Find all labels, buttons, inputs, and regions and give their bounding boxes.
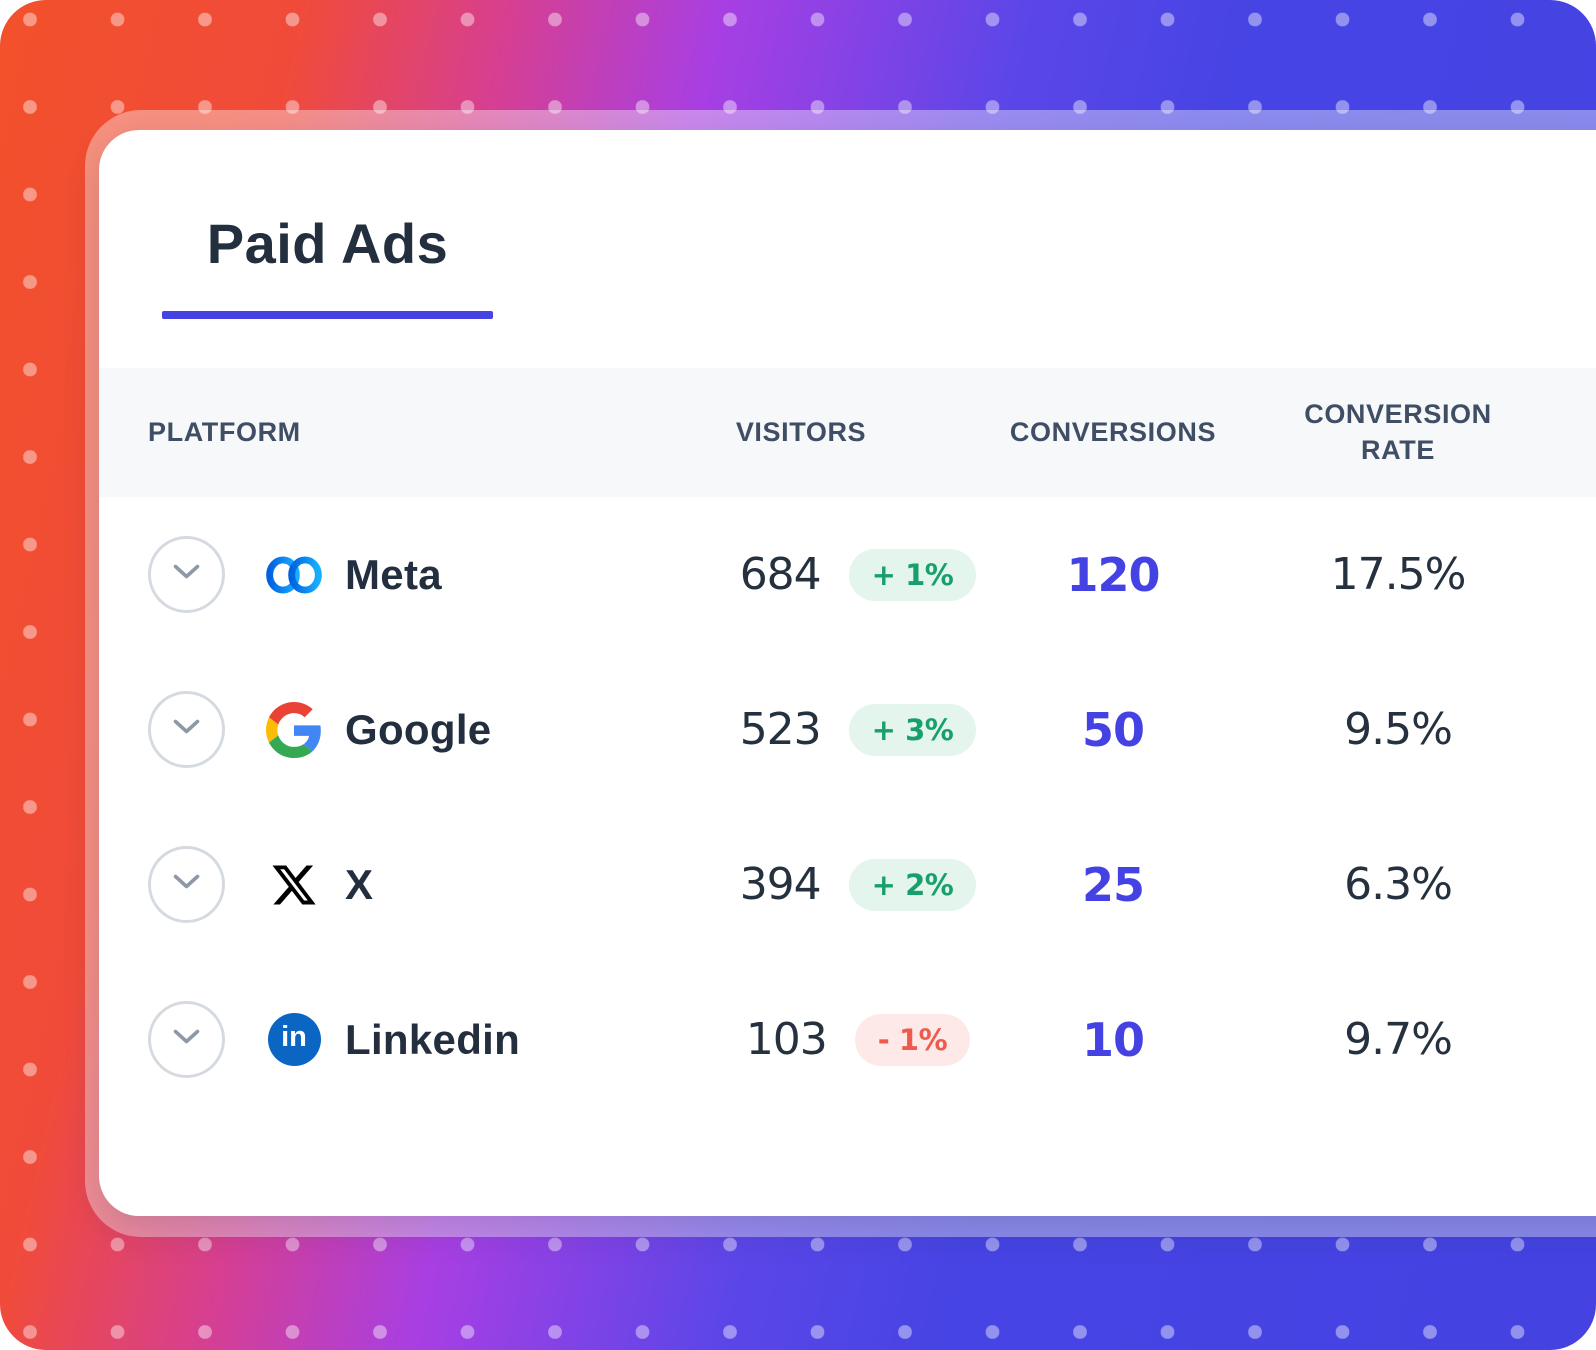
table-row: Meta 684 + 1% 120 17.5% <box>99 497 1596 652</box>
conversions-value: 120 <box>1066 547 1160 602</box>
chevron-down-icon <box>173 874 200 895</box>
expand-row-button[interactable] <box>148 846 225 923</box>
conversion-rate-value: 9.5% <box>1344 704 1453 755</box>
conversions-value: 10 <box>1081 1012 1145 1067</box>
chevron-down-icon <box>173 1029 200 1050</box>
column-header-platform: PLATFORM <box>148 416 301 447</box>
chevron-down-icon <box>173 564 200 585</box>
platform-cell: Meta <box>148 536 718 613</box>
expand-row-button[interactable] <box>148 691 225 768</box>
visitors-cell: 394 + 2% <box>718 858 998 911</box>
table-header-row: PLATFORM VISITORS CONVERSIONS CONVERSION… <box>99 368 1596 497</box>
visitors-cell: 523 + 3% <box>718 703 998 756</box>
table-row: in Linkedin 103 - 1% 10 9.7% <box>99 962 1596 1117</box>
linkedin-logo-icon: in <box>265 1011 323 1069</box>
conversions-value: 50 <box>1081 702 1145 757</box>
column-header-visitors: VISITORS <box>735 416 867 447</box>
expand-row-button[interactable] <box>148 536 225 613</box>
column-header-conversion-rate: CONVERSION RATE <box>1304 398 1492 465</box>
change-badge: + 2% <box>848 858 977 911</box>
conversion-rate-value: 6.3% <box>1344 859 1453 910</box>
platform-name: Google <box>345 705 492 753</box>
platform-name: Meta <box>345 550 442 598</box>
visitors-value: 684 <box>739 549 822 600</box>
visitors-cell: 684 + 1% <box>718 548 998 601</box>
platform-name: X <box>345 860 374 908</box>
conversion-rate-value: 17.5% <box>1330 549 1467 600</box>
visitors-value: 394 <box>739 859 822 910</box>
visitors-value: 523 <box>739 704 822 755</box>
change-badge: - 1% <box>854 1013 971 1066</box>
platform-cell: Google <box>148 691 718 768</box>
visitors-cell: 103 - 1% <box>718 1013 998 1066</box>
conversions-value: 25 <box>1081 857 1145 912</box>
table-row: X 394 + 2% 25 6.3% <box>99 807 1596 962</box>
platform-cell: in Linkedin <box>148 1001 718 1078</box>
table-body: Meta 684 + 1% 120 17.5% <box>99 497 1596 1117</box>
table-row: Google 523 + 3% 50 9.5% <box>99 652 1596 807</box>
google-logo-icon <box>265 701 323 759</box>
platform-cell: X <box>148 846 718 923</box>
visitors-value: 103 <box>745 1014 828 1065</box>
conversion-rate-value: 9.7% <box>1344 1014 1453 1065</box>
page-title: Paid Ads <box>206 212 449 275</box>
paid-ads-card: Paid Ads PLATFORM VISITORS CONVERSIONS C… <box>99 130 1596 1216</box>
column-header-conversions: CONVERSIONS <box>1009 416 1217 447</box>
platform-name: Linkedin <box>345 1015 521 1063</box>
chevron-down-icon <box>173 719 200 740</box>
x-logo-icon <box>265 856 323 914</box>
meta-logo-icon <box>265 546 323 604</box>
change-badge: + 1% <box>848 548 977 601</box>
card-title-block: Paid Ads <box>162 210 493 320</box>
expand-row-button[interactable] <box>148 1001 225 1078</box>
title-underline <box>162 311 493 320</box>
change-badge: + 3% <box>848 703 977 756</box>
